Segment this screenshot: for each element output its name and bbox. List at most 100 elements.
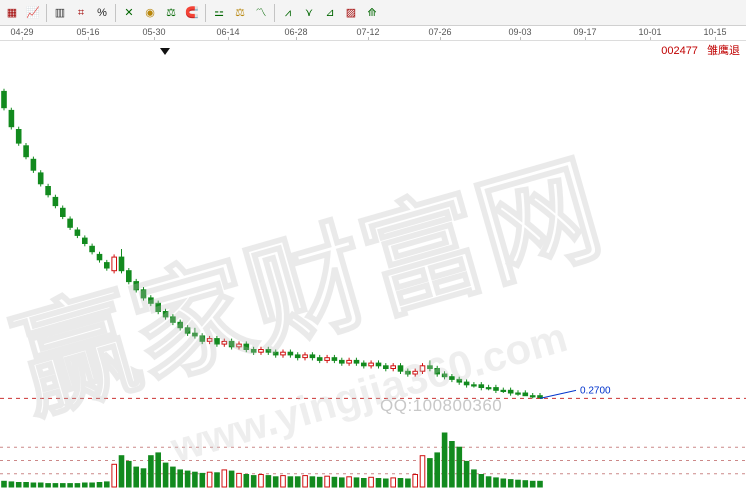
toolbar-trend-up-icon[interactable]: ⩘ <box>284 7 292 19</box>
toolbar-candles-icon[interactable]: 📈 <box>26 7 40 19</box>
candle <box>412 368 418 377</box>
volume-bar <box>111 463 118 488</box>
volume-chart[interactable] <box>0 430 746 489</box>
volume-bar <box>302 475 308 488</box>
date-tick-mark <box>440 37 441 40</box>
volume-bar <box>368 476 374 488</box>
volume-bar <box>434 452 440 488</box>
volume-bar <box>23 482 29 488</box>
date-tick-label: 06-28 <box>284 27 308 37</box>
volume-bar <box>463 460 470 488</box>
candle <box>258 346 264 355</box>
stock-code: 002477 <box>661 45 698 57</box>
cursor-marker-icon <box>160 48 170 55</box>
candle <box>82 235 88 247</box>
candle <box>449 374 455 383</box>
candle <box>23 143 29 160</box>
volume-bar <box>485 476 492 488</box>
volume-bar <box>89 482 95 488</box>
candle <box>368 360 374 369</box>
toolbar-percent-hash-icon[interactable]: ⌗ <box>77 7 85 19</box>
volume-bar <box>236 472 242 488</box>
candle <box>214 335 220 347</box>
candle <box>346 357 352 366</box>
candle <box>236 341 242 350</box>
volume-bar <box>74 483 81 488</box>
date-tick-label: 05-30 <box>142 27 166 37</box>
volume-bar <box>478 474 485 488</box>
volume-bar <box>155 452 161 488</box>
toolbar-cross-line-icon[interactable]: ✕ <box>124 7 134 19</box>
candle <box>104 259 110 271</box>
candle <box>272 349 279 358</box>
toolbar-separator <box>115 4 116 22</box>
toolbar-stairs-icon[interactable]: ▨ <box>345 7 357 19</box>
date-tick-mark <box>368 37 369 40</box>
volume-bar <box>309 476 316 488</box>
candle <box>177 319 183 331</box>
candle <box>60 205 66 220</box>
volume-bar <box>507 479 514 488</box>
candle <box>192 327 198 339</box>
date-tick-mark <box>228 37 229 40</box>
volume-bar <box>148 455 154 488</box>
toolbar-balance-icon[interactable]: ⚖ <box>166 7 176 19</box>
toolbar-zigzag-icon[interactable]: ⋎ <box>304 7 314 19</box>
candle <box>405 368 411 377</box>
candle <box>96 251 103 263</box>
candle <box>52 194 59 209</box>
volume-bar <box>228 470 235 488</box>
candle <box>316 354 323 364</box>
volume-bar <box>339 477 345 488</box>
date-tick-label: 09-03 <box>508 27 532 37</box>
volume-bar <box>60 483 66 488</box>
toolbar-grid-icon[interactable]: ▦ <box>6 7 18 19</box>
volume-bar <box>412 474 418 488</box>
volume-bar <box>214 472 220 488</box>
candle <box>456 376 463 385</box>
candle <box>243 341 250 353</box>
candle <box>1 88 7 111</box>
candle <box>126 268 132 285</box>
toolbar-bars-icon[interactable]: ▥ <box>54 7 66 19</box>
candle <box>280 349 286 358</box>
candle <box>463 379 470 388</box>
volume-bar <box>390 477 396 488</box>
volume-bar <box>8 481 15 488</box>
volume-bar <box>82 482 88 488</box>
toolbar-separator <box>46 4 47 22</box>
candle <box>529 393 536 399</box>
toolbar-wave-icon[interactable]: 〽 <box>255 7 267 19</box>
volume-bar <box>361 478 367 488</box>
volume-bar <box>184 470 191 488</box>
toolbar-steps-icon[interactable]: ⊿ <box>325 7 335 19</box>
candle <box>8 107 15 130</box>
date-tick-mark <box>650 37 651 40</box>
candle <box>148 295 154 307</box>
volume-bar <box>397 478 404 488</box>
volume-bar <box>162 462 169 488</box>
date-axis: 04-29 05-16 05-30 06-14 06-28 07-12 07-26 09-03… <box>0 26 746 41</box>
price-chart[interactable]: 0.2700 <box>0 56 746 430</box>
price-leader-line <box>539 389 577 399</box>
candle <box>162 308 169 320</box>
volume-bar <box>265 475 272 488</box>
candle <box>397 363 404 374</box>
volume-bar <box>199 472 206 488</box>
toolbar-compare-icon[interactable]: ⚍ <box>214 7 224 19</box>
toolbar-percent-icon[interactable]: % <box>97 7 107 19</box>
volume-bar <box>405 478 411 488</box>
volume-bar <box>192 471 198 488</box>
candle <box>302 352 308 361</box>
toolbar-circle-target-icon[interactable]: ◉ <box>145 7 155 19</box>
toolbar-scale-icon[interactable]: ⚖ <box>235 7 245 19</box>
stock-header: 002477 雏鹰退 <box>661 42 740 58</box>
volume-bar <box>287 476 294 488</box>
candle <box>206 335 213 345</box>
volume-bar <box>353 477 360 488</box>
toolbar-arrows-icon[interactable]: ⟰ <box>367 7 377 19</box>
toolbar-magnet-icon[interactable]: 🧲 <box>185 7 199 19</box>
volume-bar <box>52 483 59 488</box>
date-tick-label: 05-16 <box>76 27 100 37</box>
candle <box>309 352 316 361</box>
